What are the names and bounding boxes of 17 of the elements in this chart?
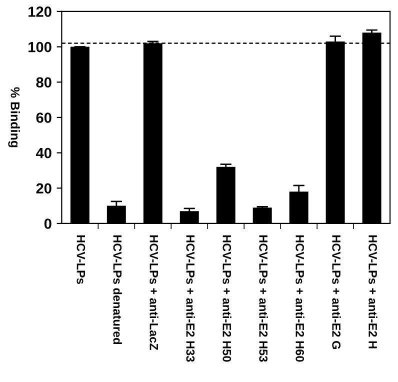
y-tick-label: 100 (28, 42, 52, 52)
x-tick-label: HCV-LPs + anti-LacZ (150, 235, 158, 350)
x-tick-label: HCV-LPs denatured (113, 235, 122, 344)
x-tick-label: HCV-LPs + anti-E2 G (332, 235, 341, 349)
y-tick-label: 40 (36, 148, 52, 158)
x-tick-label: HCV-LPs + anti-E2 H33 (186, 235, 195, 362)
y-tick-label: 120 (28, 6, 52, 17)
y-tick-label: 20 (36, 183, 52, 194)
x-tick-label: HCV-LPs + anti-E2 H50 (222, 235, 232, 362)
x-tick-label: HCV-LPs (76, 235, 86, 284)
y-tick-label: 0 (44, 218, 52, 229)
y-tick-label: 80 (36, 77, 52, 88)
x-tick-label: HCV-LPs + anti-E2 H53 (259, 235, 268, 362)
y-tick-label: 60 (36, 112, 52, 123)
x-tick-label: HCV-LPs + anti-E2 H (368, 235, 378, 348)
x-tick-label: HCV-LPs + anti-E2 H60 (296, 235, 304, 362)
y-axis-title: % Binding (8, 87, 20, 148)
